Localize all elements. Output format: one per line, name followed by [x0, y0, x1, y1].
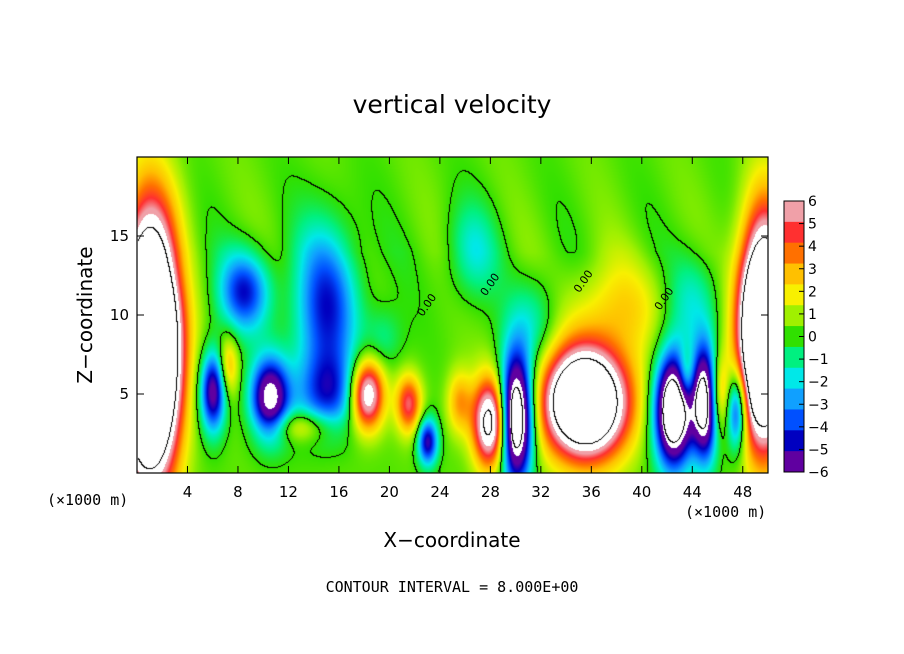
x-tick-label: 12	[279, 483, 298, 501]
colorbar-tick-label: 3	[808, 262, 817, 278]
colorbar-tick-label: −3	[808, 397, 829, 413]
colorbar-swatch	[784, 284, 804, 306]
colorbar-swatch	[784, 305, 804, 327]
velocity-field	[137, 157, 768, 473]
colorbar-swatch	[784, 409, 804, 431]
colorbar-swatch	[784, 242, 804, 265]
colorbar-swatch	[784, 263, 804, 285]
x-axis-ticks: 4 8 12 16 20 24 28 32 36 40 44 48	[183, 157, 752, 501]
colorbar-tick-label: 4	[808, 239, 817, 255]
y-axis-label: Z−coordinate	[73, 246, 97, 383]
y-tick-label: 10	[110, 306, 129, 324]
colorbar-tick-label: 2	[808, 284, 817, 300]
x-tick-label: 36	[582, 483, 601, 501]
colorbar-tick-label: −4	[808, 420, 829, 436]
colorbar-tick-label: −1	[808, 352, 829, 368]
x-tick-label: 4	[183, 483, 193, 501]
colorbar-swatch	[784, 221, 804, 244]
x-tick-label: 20	[380, 483, 399, 501]
colorbar-swatch	[784, 388, 804, 410]
x-tick-label: 32	[531, 483, 550, 501]
x-tick-label: 28	[481, 483, 500, 501]
x-tick-label: 44	[683, 483, 702, 501]
colorbar-tick-label: −6	[808, 465, 829, 481]
x-tick-label: 8	[233, 483, 243, 501]
colorbar-tick-label: 6	[808, 194, 817, 210]
colorbar-tick-label: 1	[808, 307, 817, 323]
x-unit-right: (×1000 m)	[685, 503, 766, 521]
colorbar: 6 5 4 3 2 1 0 −1 −2 −3 −4 −5 −6	[783, 194, 829, 481]
x-unit-left: (×1000 m)	[47, 491, 128, 509]
y-axis-ticks: 5 10 15	[110, 227, 768, 403]
colorbar-swatch	[784, 367, 804, 390]
colorbar-swatch	[784, 346, 804, 369]
colorbar-swatch	[784, 451, 804, 473]
x-tick-label: 48	[733, 483, 752, 501]
colorbar-tick-label: −2	[808, 375, 829, 391]
colorbar-swatch	[784, 201, 804, 223]
x-tick-label: 40	[632, 483, 651, 501]
colorbar-tick-label: 0	[808, 330, 817, 346]
colorbar-swatch	[784, 430, 804, 452]
chart-title: vertical velocity	[353, 90, 552, 119]
y-tick-label: 15	[110, 227, 129, 245]
x-axis-label: X−coordinate	[383, 528, 520, 552]
x-tick-label: 24	[430, 483, 449, 501]
x-tick-label: 16	[329, 483, 348, 501]
y-tick-label: 5	[119, 385, 129, 403]
contour-interval-note: CONTOUR INTERVAL = 8.000E+00	[326, 578, 579, 596]
colorbar-swatch	[784, 326, 804, 348]
plot-area: 0.000.00 0.000.00 4 8 12 16 20 24 28 32 36 40 44 48 …	[110, 156, 769, 501]
colorbar-tick-label: −5	[808, 442, 829, 458]
colorbar-tick-label: 5	[808, 217, 817, 233]
